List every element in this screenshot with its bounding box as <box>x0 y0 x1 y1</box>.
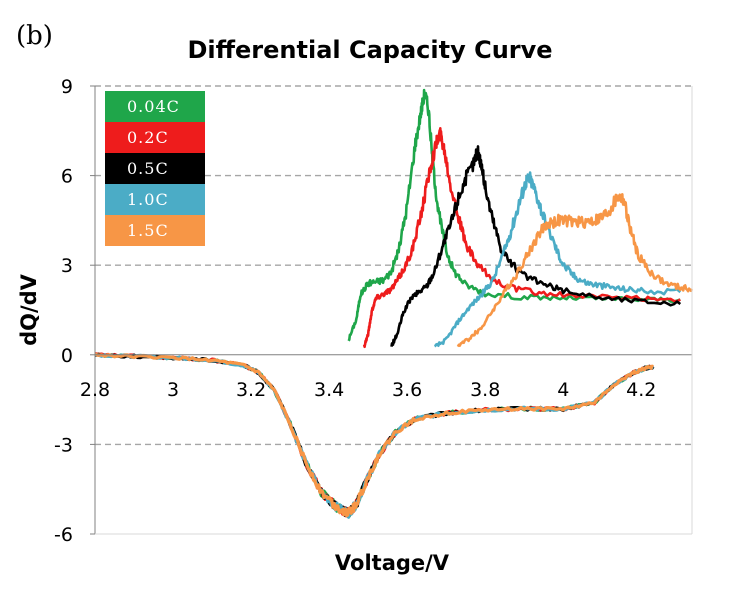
charge-line-0.2C <box>362 127 681 349</box>
legend-label: 0.5C <box>127 159 169 178</box>
legend-label: 0.2C <box>127 128 169 147</box>
legend: 0.04C 0.2C 0.5C 1.0C 1.5C <box>105 91 205 246</box>
x-tick-label: 3 <box>167 379 179 401</box>
panel-label: (b) <box>16 21 53 51</box>
legend-label: 1.0C <box>127 190 169 209</box>
charge-line-1.0C <box>433 171 682 348</box>
legend-label: 1.5C <box>127 221 169 240</box>
x-tick-label: 4.2 <box>626 379 656 401</box>
legend-label: 0.04C <box>127 97 180 116</box>
axes <box>94 86 693 535</box>
legend-swatch-1.5C <box>105 215 205 246</box>
x-tick-label: 3.6 <box>392 379 422 401</box>
y-tick-label: -6 <box>54 524 73 546</box>
y-tick-label: 3 <box>61 255 73 277</box>
charge-line-0.5C <box>390 145 682 347</box>
legend-swatch-0.5C <box>105 153 205 184</box>
x-tick-label: 4 <box>557 379 569 401</box>
y-tick-label: 6 <box>61 166 73 188</box>
x-tick-label: 3.2 <box>236 379 266 401</box>
x-tick-labels: 2.8 3 3.2 3.4 3.6 3.8 4 4.2 <box>80 379 656 401</box>
y-tick-labels: -6 -3 0 3 6 9 <box>54 76 95 546</box>
y-tick-label: 0 <box>61 345 73 367</box>
x-tick-label: 2.8 <box>80 379 110 401</box>
y-axis-title: dQ/dV <box>17 273 41 346</box>
x-tick-label: 3.4 <box>314 379 344 401</box>
legend-swatch-0.04C <box>105 91 205 122</box>
charge-line-1.5C <box>456 193 694 348</box>
legend-swatch-1.0C <box>105 184 205 215</box>
x-tick-label: 3.8 <box>470 379 500 401</box>
y-tick-label: 9 <box>61 76 73 98</box>
x-axis-title: Voltage/V <box>335 551 450 575</box>
legend-swatch-0.2C <box>105 122 205 153</box>
discharge-line-1.5C <box>94 352 654 518</box>
chart-title: Differential Capacity Curve <box>187 36 552 64</box>
y-tick-label: -3 <box>54 434 73 456</box>
series-lines <box>94 88 694 519</box>
charge-line-0.04C <box>347 88 681 342</box>
